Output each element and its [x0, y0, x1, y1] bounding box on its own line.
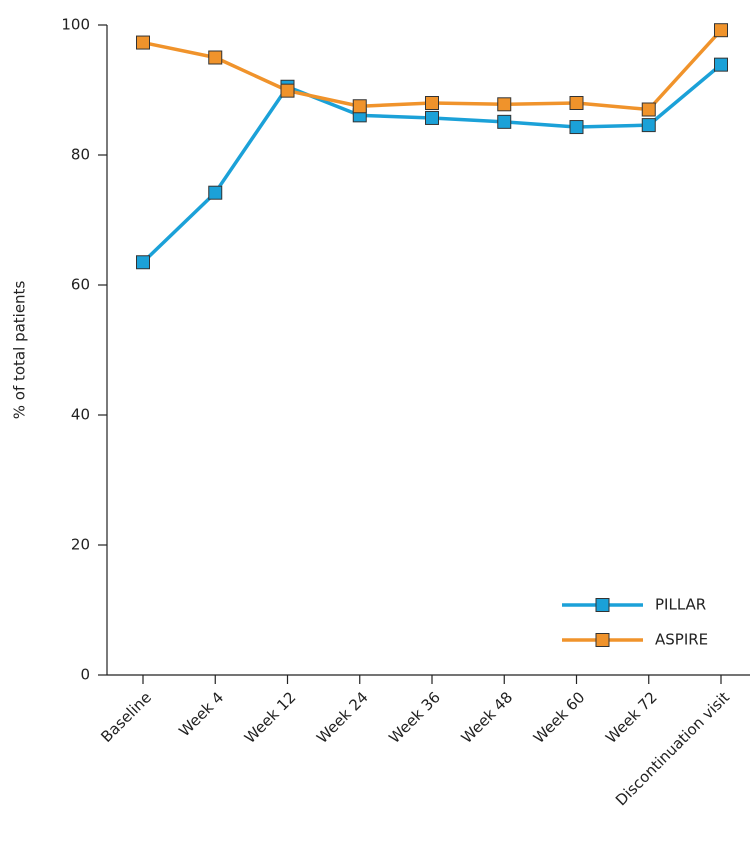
legend-marker	[595, 598, 610, 612]
data-point	[569, 96, 584, 110]
data-point	[641, 102, 656, 117]
x-tick-label: Week 48	[458, 688, 517, 747]
x-tick-label: Baseline	[97, 688, 155, 746]
data-point	[425, 96, 439, 110]
data-point	[208, 50, 223, 65]
data-point	[352, 99, 367, 114]
legend-label: PILLAR	[655, 596, 706, 614]
y-tick-label: 0	[80, 666, 90, 684]
data-point	[497, 114, 512, 129]
data-point	[569, 120, 584, 135]
data-point	[714, 57, 728, 72]
data-point	[641, 118, 656, 133]
x-tick-label: Week 24	[313, 688, 372, 747]
legend-marker	[595, 633, 610, 647]
x-tick-label: Week 4	[175, 688, 227, 740]
y-tick-label: 80	[71, 146, 90, 164]
data-point	[136, 255, 150, 270]
data-point	[208, 185, 223, 200]
data-point	[136, 35, 150, 50]
data-point	[714, 23, 728, 38]
data-point	[425, 110, 439, 125]
y-tick-label: 60	[71, 276, 90, 294]
y-tick-label: 20	[71, 536, 90, 554]
series-line	[141, 63, 723, 264]
data-point	[497, 97, 512, 112]
data-point	[280, 83, 295, 98]
x-tick-label: Week 60	[530, 688, 589, 747]
y-tick-label: 40	[71, 406, 90, 424]
x-tick-label: Week 12	[241, 688, 300, 747]
y-tick-label: 100	[61, 16, 90, 34]
x-tick-label: Week 36	[385, 688, 444, 747]
y-axis-label: % of total patients	[11, 281, 29, 420]
legend-label: ASPIRE	[655, 631, 708, 649]
x-tick-label: Week 72	[602, 688, 661, 747]
